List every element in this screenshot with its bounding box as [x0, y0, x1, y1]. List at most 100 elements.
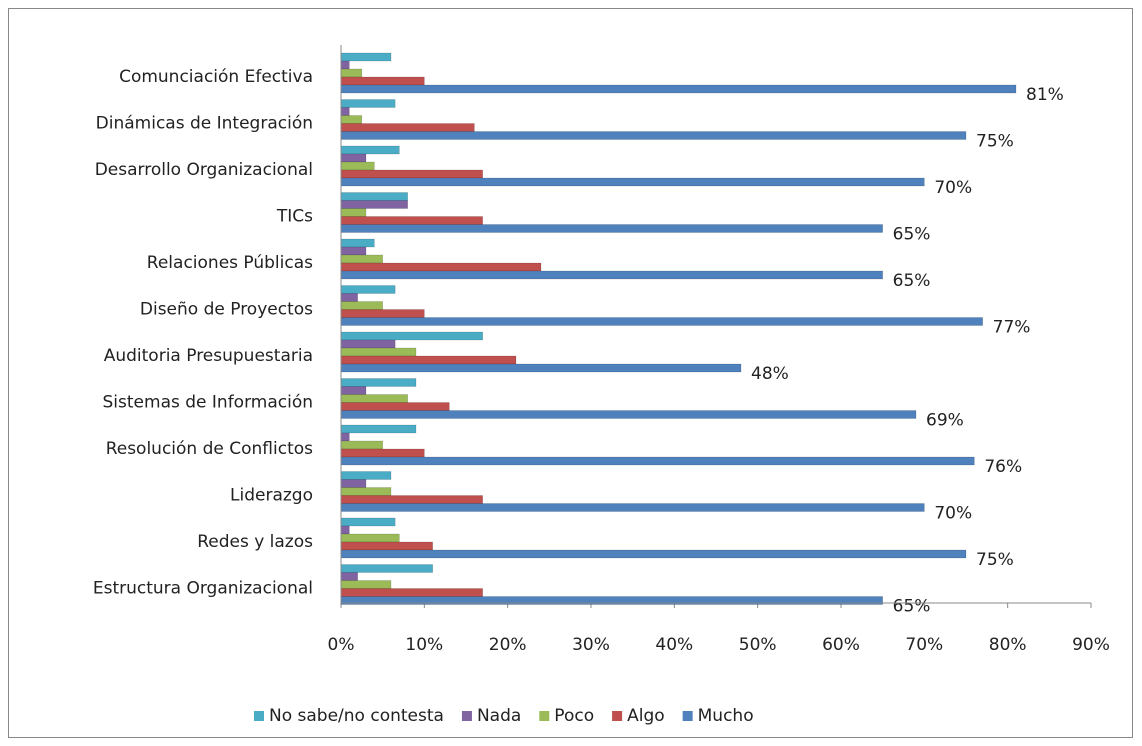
y-tick-label: Desarrollo Organizacional [95, 160, 313, 180]
y-tick-label: Sistemas de Información [103, 393, 313, 413]
bar [340, 254, 383, 264]
bar [340, 471, 392, 480]
y-tick-label: Relaciones Públicas [147, 253, 313, 273]
data-label: 65% [893, 271, 931, 291]
bar [340, 107, 350, 116]
bar [340, 317, 983, 326]
y-tick-label: Liderazgo [230, 486, 313, 506]
bar [340, 580, 392, 589]
bar [340, 52, 392, 62]
bar [340, 339, 396, 349]
bar [340, 145, 400, 155]
bar [340, 517, 396, 527]
x-tick-label: 20% [489, 635, 527, 655]
bar [340, 487, 392, 496]
bar [340, 177, 925, 187]
bar [340, 402, 450, 411]
bar [340, 131, 967, 140]
y-tick-label: Auditoria Presupuestaria [104, 346, 313, 366]
bar [340, 84, 1017, 94]
x-tick-label: 90% [1072, 635, 1110, 655]
bar [340, 432, 350, 442]
data-label: 75% [976, 550, 1014, 570]
bar [340, 448, 425, 458]
bar [340, 270, 883, 280]
legend-swatch [461, 711, 472, 721]
bar [340, 355, 517, 365]
data-label: 65% [893, 225, 931, 245]
bar [340, 533, 400, 543]
bar [340, 68, 363, 78]
bar [340, 99, 396, 108]
legend-label: Mucho [698, 706, 754, 726]
y-tick-label: Estructura Organizacional [93, 579, 313, 599]
bar [340, 169, 483, 179]
bar [340, 572, 358, 581]
bar [340, 456, 975, 466]
bar [340, 309, 425, 318]
bar [340, 238, 375, 248]
x-tick-label: 40% [655, 635, 693, 655]
y-tick-label: Redes y lazos [197, 532, 313, 552]
data-label: 65% [893, 597, 931, 617]
legend-swatch [539, 711, 550, 721]
bar [340, 224, 883, 233]
y-tick-label: Comunciación Efectiva [119, 67, 313, 87]
x-tick-label: 30% [572, 635, 610, 655]
data-label: 75% [976, 132, 1014, 152]
y-tick-label: Resolución de Conflictos [106, 439, 313, 459]
bar [340, 424, 417, 434]
x-tick-label: 70% [905, 635, 943, 655]
data-label: 70% [934, 178, 972, 198]
bar [340, 541, 433, 551]
data-label: 76% [984, 457, 1022, 477]
bar [340, 495, 483, 504]
bar [340, 301, 383, 310]
data-label: 48% [751, 364, 789, 384]
x-tick-label: 50% [739, 635, 777, 655]
bar [340, 153, 367, 163]
bar [340, 123, 475, 132]
bar [340, 410, 917, 419]
bar [340, 246, 367, 256]
bar [340, 192, 408, 201]
bar [340, 115, 363, 124]
legend-swatch [612, 711, 623, 721]
legend-swatch [254, 711, 264, 721]
bar [340, 549, 967, 559]
bar [340, 386, 367, 395]
bar [340, 293, 358, 302]
bar [340, 363, 742, 373]
bar [340, 440, 383, 450]
legend-label: Algo [627, 706, 665, 726]
bar [340, 503, 925, 512]
bar [340, 76, 425, 86]
bar [340, 262, 542, 272]
bar [340, 161, 375, 171]
y-tick-label: TICs [276, 207, 313, 227]
bar [340, 216, 483, 225]
bar [340, 347, 417, 357]
bar [340, 331, 483, 341]
legend-label: No sabe/no contesta [269, 706, 444, 726]
legend-label: Nada [477, 706, 521, 726]
data-label: 77% [993, 318, 1031, 338]
bar [340, 394, 408, 403]
legend-swatch [682, 711, 693, 721]
bar [340, 200, 408, 209]
data-label: 81% [1026, 85, 1064, 105]
bar [340, 60, 350, 70]
bar [340, 525, 350, 535]
x-tick-label: 60% [822, 635, 860, 655]
x-tick-label: 0% [328, 635, 355, 655]
data-label: 69% [926, 411, 964, 431]
y-tick-label: Diseño de Proyectos [140, 300, 313, 320]
y-tick-label: Dinámicas de Integración [96, 114, 313, 134]
bar [340, 378, 417, 387]
data-label: 70% [934, 504, 972, 524]
bar [340, 564, 433, 573]
bar [340, 208, 367, 217]
legend-label: Poco [554, 706, 594, 726]
bar [340, 479, 367, 488]
